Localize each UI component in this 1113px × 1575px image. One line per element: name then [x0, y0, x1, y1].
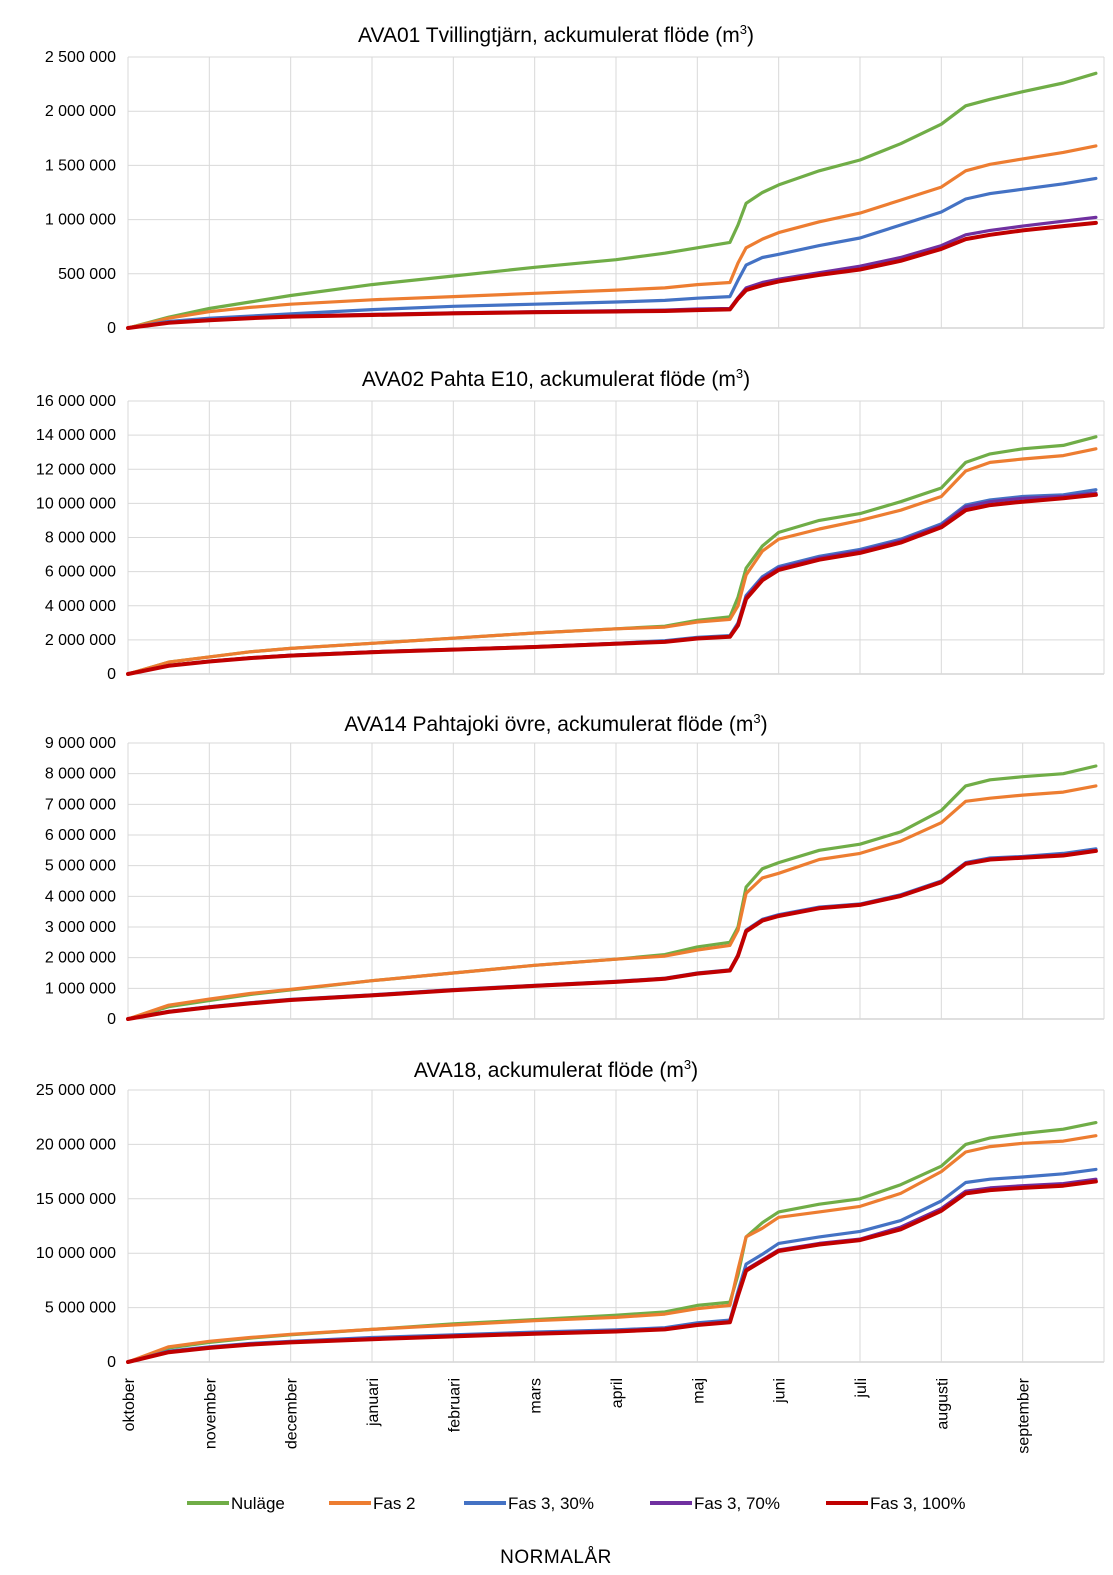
series-line-fas-2: [126, 1134, 1098, 1364]
y-tick-label: 0: [107, 320, 116, 337]
y-tick-label: 7 000 000: [45, 796, 116, 813]
y-tick-label: 0: [107, 1011, 116, 1028]
y-tick-label: 2 000 000: [45, 632, 116, 649]
x-tick-label-januari: januari: [365, 1378, 382, 1427]
y-tick-label: 0: [107, 1354, 116, 1371]
y-tick-label: 1 000 000: [45, 980, 116, 997]
y-tick-label: 8 000 000: [45, 766, 116, 783]
chart-title-end: ): [743, 368, 750, 391]
y-tick-label: 2 500 000: [45, 49, 116, 66]
series-line-fas-3-100-: [126, 220, 1098, 330]
series-line-fas-3-100-: [126, 492, 1098, 676]
y-tick-label: 16 000 000: [36, 393, 116, 410]
y-tick-label: 10 000 000: [36, 495, 116, 512]
legend: Nuläge Fas 2 Fas 3, 30% Fas 3, 70% Fas 3, 10…: [187, 1494, 965, 1513]
series-line-fas-2: [126, 447, 1098, 676]
chart-title-superscript: 3: [753, 711, 760, 726]
y-tick-label: 20 000 000: [36, 1136, 116, 1153]
y-tick-label: 0: [107, 666, 116, 683]
series-line-fas-3-100-: [126, 848, 1098, 1021]
legend-label: Nuläge: [231, 1494, 285, 1513]
y-tick-label: 12 000 000: [36, 461, 116, 478]
y-tick-label: 1 000 000: [45, 212, 116, 229]
y-tick-label: 6 000 000: [45, 827, 116, 844]
chart-panel-3: AVA14 Pahtajoki övre, ackumulerat flöde …: [45, 711, 1105, 1028]
y-tick-label: 25 000 000: [36, 1082, 116, 1099]
x-tick-label-april: april: [609, 1378, 626, 1408]
x-tick-label-december: december: [284, 1377, 301, 1449]
y-tick-label: 2 000 000: [45, 950, 116, 967]
chart-title-superscript: 3: [684, 1057, 691, 1072]
legend-item: Fas 3, 70%: [650, 1494, 780, 1513]
chart-title: AVA14 Pahtajoki övre, ackumulerat flöde …: [344, 711, 767, 736]
y-tick-label: 10 000 000: [36, 1245, 116, 1262]
chart-title-end: ): [691, 1059, 698, 1082]
chart-title-main: AVA02 Pahta E10, ackumulerat flöde (m: [362, 368, 736, 391]
chart-panel-4: AVA18, ackumulerat flöde (m3) 0 5 000 000 1…: [36, 1057, 1105, 1371]
legend-label: Fas 3, 100%: [870, 1494, 965, 1513]
series-line-fas-2: [126, 144, 1098, 330]
chart-title-main: AVA14 Pahtajoki övre, ackumulerat flöde …: [344, 713, 753, 736]
chart-panel-1: AVA01 Tvillingtjärn, ackumulerat flöde (…: [45, 22, 1105, 337]
x-tick-label-maj: maj: [690, 1378, 707, 1404]
x-tick-label-september: september: [1016, 1377, 1033, 1453]
x-axis-caption: NORMALÅR: [500, 1547, 612, 1568]
x-tick-label-augusti: augusti: [934, 1378, 951, 1430]
legend-item: Fas 3, 100%: [826, 1494, 965, 1513]
chart-title-end: ): [747, 24, 754, 47]
x-tick-label-oktober: oktober: [121, 1377, 138, 1431]
y-tick-label: 2 000 000: [45, 103, 116, 120]
y-tick-label: 4 000 000: [45, 598, 116, 615]
y-tick-label: 3 000 000: [45, 919, 116, 936]
y-tick-label: 9 000 000: [45, 735, 116, 752]
series-line-fas-2: [126, 784, 1098, 1021]
x-tick-label-mars: mars: [528, 1378, 545, 1414]
chart-title: AVA18, ackumulerat flöde (m3): [414, 1057, 698, 1082]
legend-label: Fas 3, 30%: [508, 1494, 594, 1513]
chart-title: AVA02 Pahta E10, ackumulerat flöde (m3): [362, 366, 750, 391]
y-tick-label: 14 000 000: [36, 427, 116, 444]
chart-panel-2: AVA02 Pahta E10, ackumulerat flöde (m3) 0…: [36, 366, 1105, 683]
legend-label: Fas 2: [373, 1494, 416, 1513]
series-line-fas-3-30-: [126, 176, 1098, 330]
series-line-nuläge: [126, 1120, 1098, 1364]
chart-title-superscript: 3: [740, 22, 747, 37]
y-tick-label: 6 000 000: [45, 564, 116, 581]
y-tick-label: 5 000 000: [45, 1300, 116, 1317]
y-tick-label: 1 500 000: [45, 157, 116, 174]
y-tick-label: 4 000 000: [45, 888, 116, 905]
chart-title: AVA01 Tvillingtjärn, ackumulerat flöde (…: [358, 22, 754, 47]
y-tick-label: 500 000: [58, 266, 116, 283]
chart-title-superscript: 3: [736, 366, 743, 381]
y-tick-label: 8 000 000: [45, 530, 116, 547]
x-axis-month-labels: oktober november december januari februari ma…: [121, 1377, 1033, 1453]
series-line-nuläge: [126, 71, 1098, 330]
legend-item: Nuläge: [187, 1494, 285, 1513]
series-line-fas-3-100-: [126, 1179, 1098, 1364]
chart-title-end: ): [761, 713, 768, 736]
x-tick-label-juli: juli: [853, 1378, 870, 1399]
y-tick-label: 5 000 000: [45, 858, 116, 875]
legend-item: Fas 3, 30%: [464, 1494, 594, 1513]
x-tick-label-juni: juni: [772, 1378, 789, 1404]
x-tick-label-november: november: [202, 1377, 219, 1449]
y-tick-label: 15 000 000: [36, 1191, 116, 1208]
series-line-nuläge: [126, 435, 1098, 676]
legend-item: Fas 2: [329, 1494, 416, 1513]
chart-title-main: AVA18, ackumulerat flöde (m: [414, 1059, 684, 1082]
chart-title-main: AVA01 Tvillingtjärn, ackumulerat flöde (…: [358, 24, 740, 47]
x-tick-label-februari: februari: [446, 1378, 463, 1432]
legend-label: Fas 3, 70%: [694, 1494, 780, 1513]
